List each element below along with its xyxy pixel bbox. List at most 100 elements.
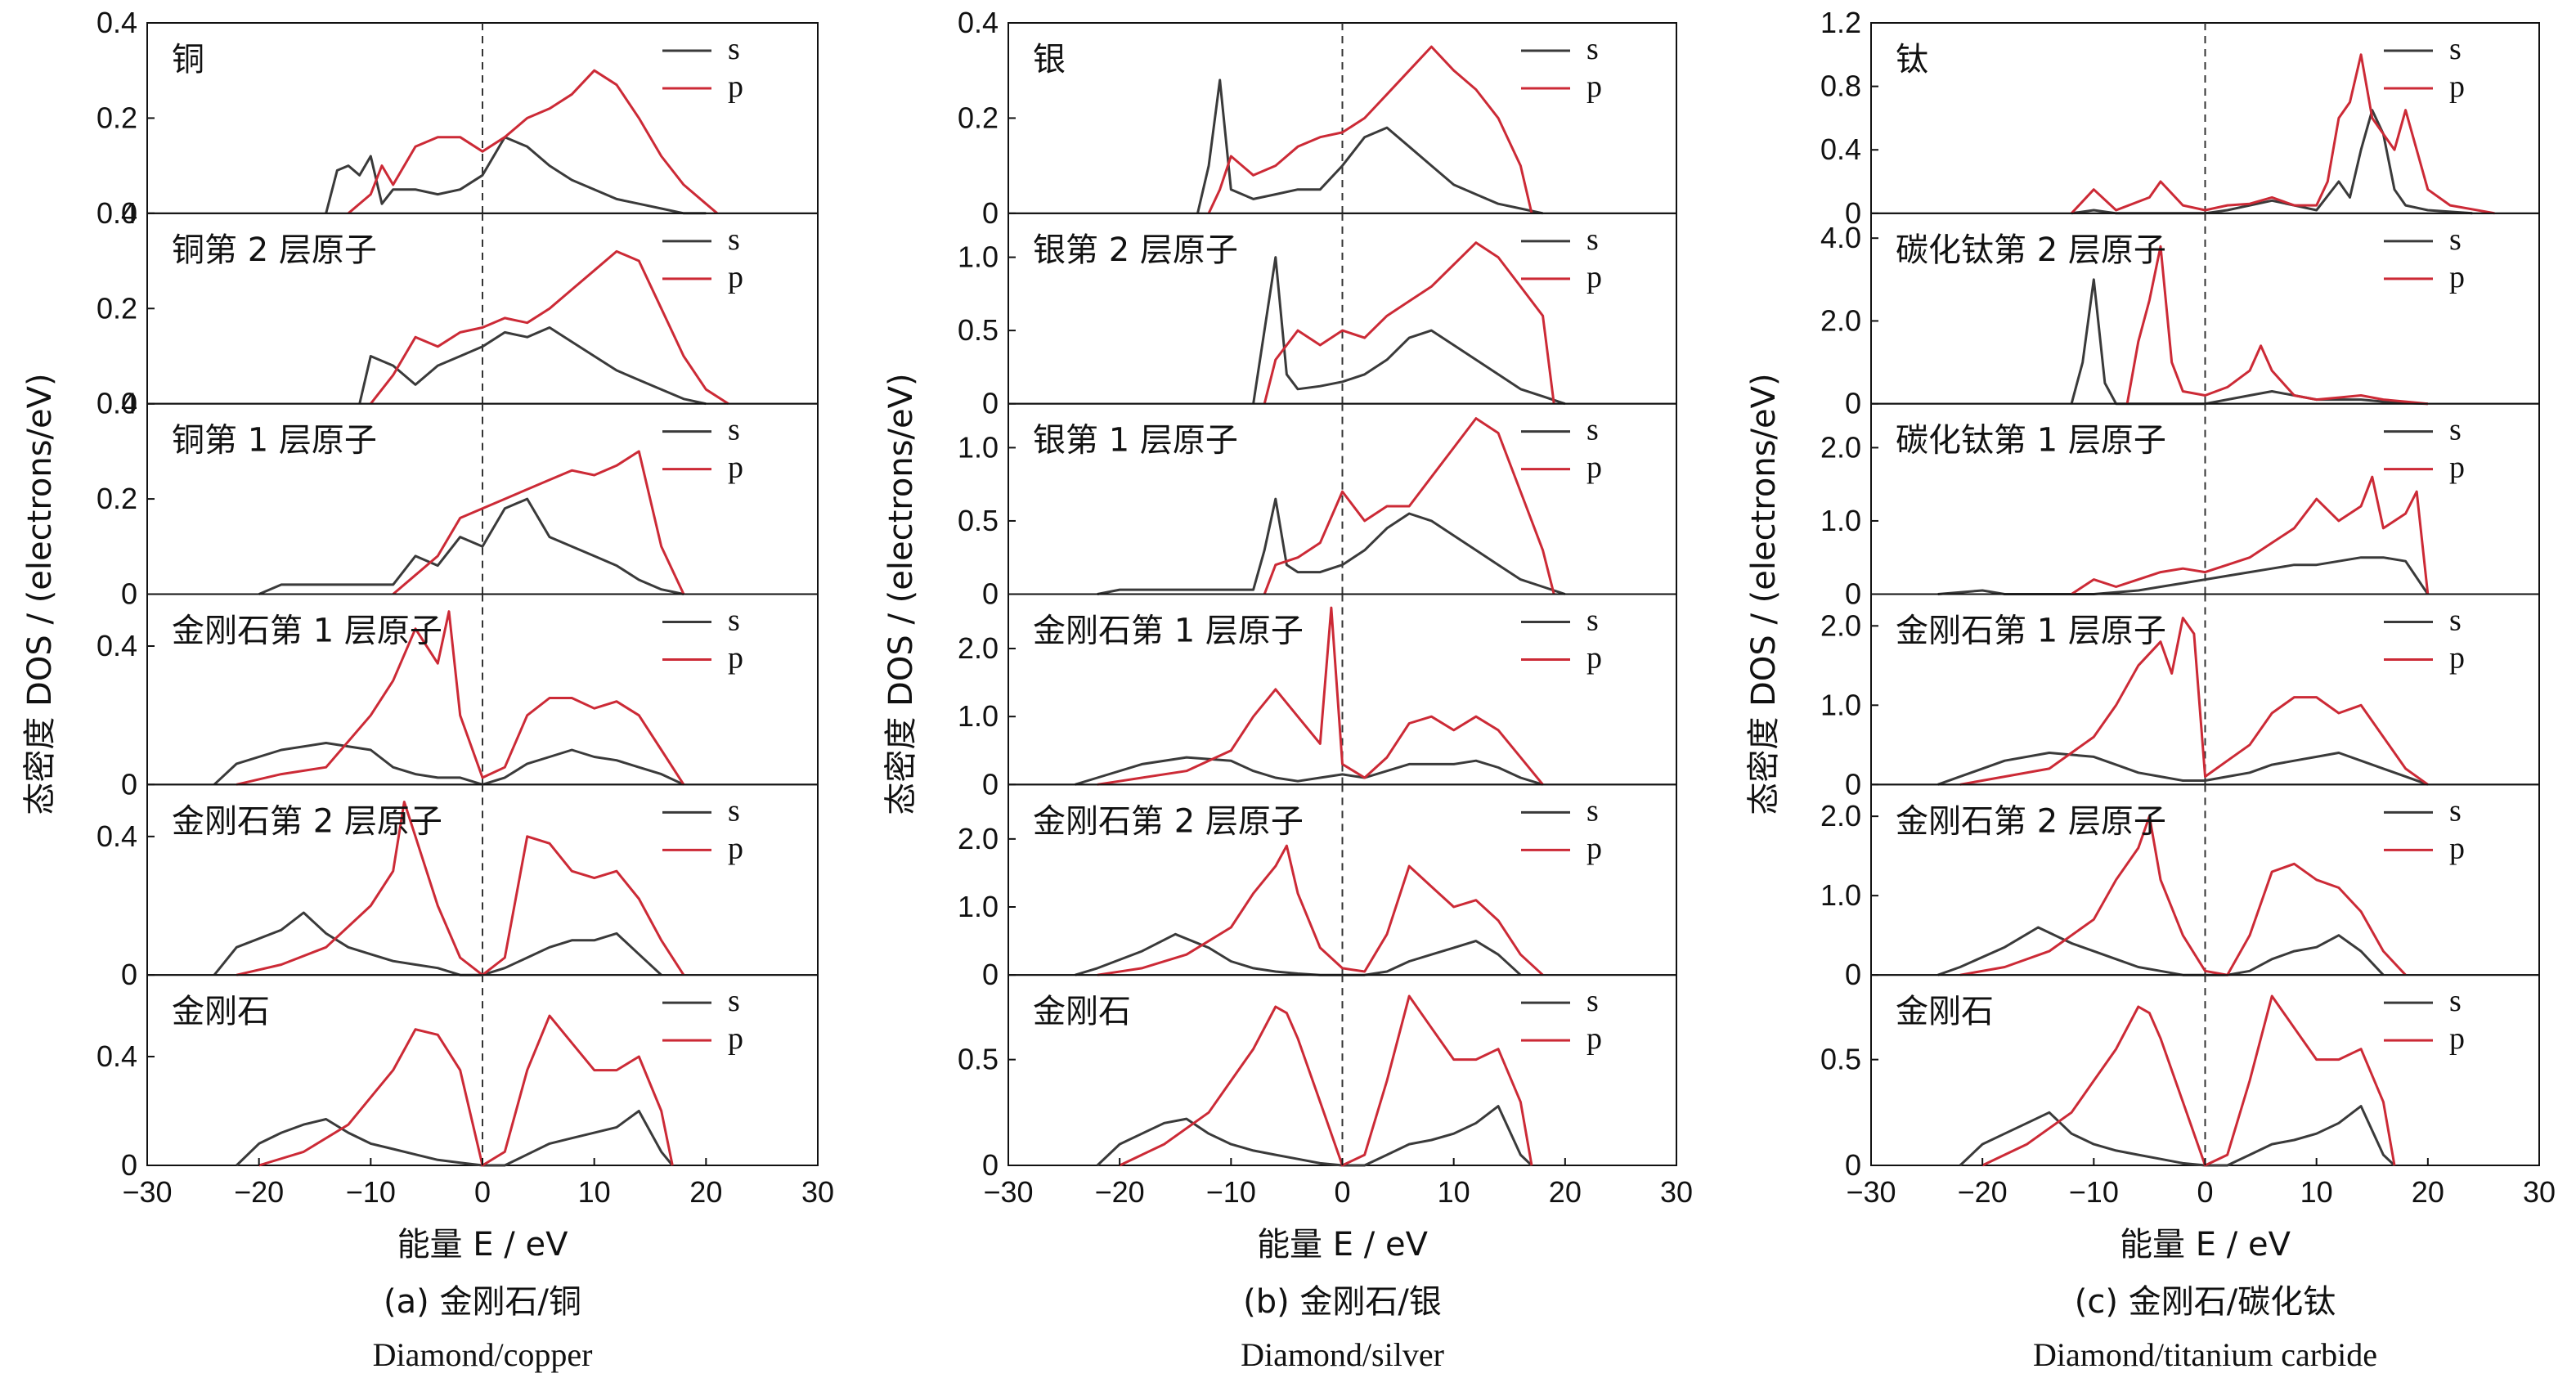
series-p-line (1981, 994, 2396, 1167)
series-p-line (258, 1014, 674, 1167)
legend-p-label: p (728, 831, 743, 865)
legend-s-label: s (728, 604, 740, 638)
x-tick-label: −10 (2069, 1175, 2119, 1209)
y-tick-label: 0 (982, 1148, 999, 1182)
series-p-line (1959, 617, 2429, 786)
x-tick-label: 20 (1549, 1175, 1582, 1209)
y-axis-label: 态密度 DOS / (electrons/eV) (21, 373, 59, 815)
panel-1-4: 0 1.0 2.0 金刚石第 2 层原子 sp (958, 783, 1677, 991)
x-tick-label: 0 (2197, 1175, 2213, 1209)
y-axis-label: 态密度 DOS / (electrons/eV) (1745, 373, 1783, 815)
y-tick-label: 0 (982, 767, 999, 801)
y-tick-label: 0.2 (96, 101, 137, 134)
y-tick-label: 1.0 (958, 699, 999, 733)
legend-s-label: s (728, 413, 740, 447)
y-tick-label: 0 (121, 387, 137, 420)
series-p-line (1097, 844, 1544, 976)
panel-title: 银第 2 层原子 (1033, 231, 1238, 269)
y-tick-label: 0.4 (96, 629, 137, 662)
y-tick-label: 0.4 (96, 6, 137, 39)
y-tick-label: 1.0 (1820, 878, 1861, 912)
x-tick-label: 10 (1438, 1175, 1470, 1209)
series-s-line (213, 742, 684, 786)
series-s-line (358, 326, 707, 406)
y-tick-label: 0 (982, 387, 999, 420)
panel-title: 金刚石 (1033, 993, 1131, 1030)
x-axis-label: 能量 E / eV (397, 1226, 569, 1264)
panel-title: 金刚石第 1 层原子 (172, 613, 442, 650)
panel-1-3: 0 1.0 2.0 金刚石第 1 层原子 sp (958, 593, 1677, 801)
series-s-line (1075, 756, 1544, 786)
panel-title: 银第 1 层原子 (1033, 422, 1238, 460)
legend-p-label: p (728, 70, 743, 104)
series-p-line (348, 69, 718, 214)
legend-p-label: p (1586, 70, 1602, 104)
legend-p-label: p (728, 641, 743, 676)
panel-0-2: 0 0.2 0.4 铜第 1 层原子 sp (96, 387, 819, 611)
legend-p-label: p (1586, 1021, 1602, 1056)
panel-title: 钛 (1896, 41, 1928, 79)
y-tick-label: 0 (1845, 958, 1861, 991)
panel-0-4: 0 0.4 金刚石第 2 层原子 sp (96, 783, 819, 991)
figure-caption: (a) 金刚石/铜 (384, 1283, 581, 1321)
y-tick-label: 0 (121, 577, 137, 611)
series-s-line (1959, 1105, 2396, 1167)
y-tick-label: 0.4 (96, 1039, 137, 1073)
x-tick-label: 10 (2300, 1175, 2333, 1209)
legend-s-label: s (1586, 222, 1599, 257)
panel-title: 金刚石 (172, 993, 270, 1030)
x-tick-label: 20 (2412, 1175, 2444, 1209)
y-tick-label: 1.0 (1820, 504, 1861, 537)
series-p-line (392, 450, 685, 595)
panel-title: 金刚石第 2 层原子 (172, 802, 442, 840)
panel-1-0: 0 0.2 0.4 银 sp (958, 6, 1677, 230)
y-tick-label: 0.5 (958, 504, 999, 537)
y-tick-label: 0.4 (96, 819, 137, 853)
series-p-line (1119, 994, 1533, 1167)
series-p-line (236, 610, 685, 786)
legend-p-label: p (1586, 451, 1602, 485)
figure-caption: (b) 金刚石/银 (1243, 1283, 1442, 1321)
panel-0-1: 0 0.2 0.4 铜第 2 层原子 sp (96, 196, 819, 420)
series-s-line (236, 1110, 674, 1167)
y-tick-label: 0.2 (958, 101, 999, 134)
figure-caption-en: Diamond/silver (1241, 1336, 1444, 1373)
legend-s-label: s (2449, 604, 2462, 638)
x-tick-label: 10 (578, 1175, 611, 1209)
series-p-line (2071, 475, 2430, 595)
y-tick-label: 1.0 (958, 240, 999, 274)
series-s-line (1937, 556, 2430, 595)
legend-p-label: p (2449, 641, 2465, 676)
legend-s-label: s (1586, 793, 1599, 828)
series-s-line (1252, 256, 1566, 406)
x-tick-label: −20 (1095, 1175, 1145, 1209)
figure-caption-en: Diamond/titanium carbide (2033, 1336, 2377, 1373)
figure-caption: (c) 金刚石/碳化钛 (2075, 1283, 2336, 1321)
panel-2-5: 0 0.5 金刚石 sp (1820, 974, 2540, 1182)
y-tick-label: 2.0 (958, 631, 999, 665)
legend-s-label: s (1586, 604, 1599, 638)
legend-s-label: s (728, 793, 740, 828)
x-tick-label: −20 (1958, 1175, 2008, 1209)
x-tick-label: 30 (2523, 1175, 2556, 1209)
x-tick-label: −10 (1206, 1175, 1256, 1209)
y-tick-label: 0.5 (1820, 1043, 1861, 1076)
series-p-line (1263, 417, 1555, 595)
y-tick-label: 0 (1845, 767, 1861, 801)
y-tick-label: 0 (982, 958, 999, 991)
y-tick-label: 0.4 (96, 387, 137, 420)
y-tick-label: 2.0 (1820, 608, 1861, 642)
panel-title: 碳化钛第 1 层原子 (1896, 422, 2166, 460)
x-tick-label: 30 (1660, 1175, 1693, 1209)
panel-title: 金刚石第 2 层原子 (1033, 802, 1304, 840)
series-s-line (1097, 497, 1566, 595)
x-axis-label: 能量 E / eV (2120, 1226, 2291, 1264)
y-tick-label: 0 (121, 958, 137, 991)
x-tick-label: −30 (122, 1175, 172, 1209)
x-tick-label: −30 (1846, 1175, 1896, 1209)
y-tick-label: 0 (982, 196, 999, 230)
legend-p-label: p (728, 1021, 743, 1056)
panel-2-1: 0 2.0 4.0 碳化钛第 2 层原子 sp (1820, 212, 2540, 420)
